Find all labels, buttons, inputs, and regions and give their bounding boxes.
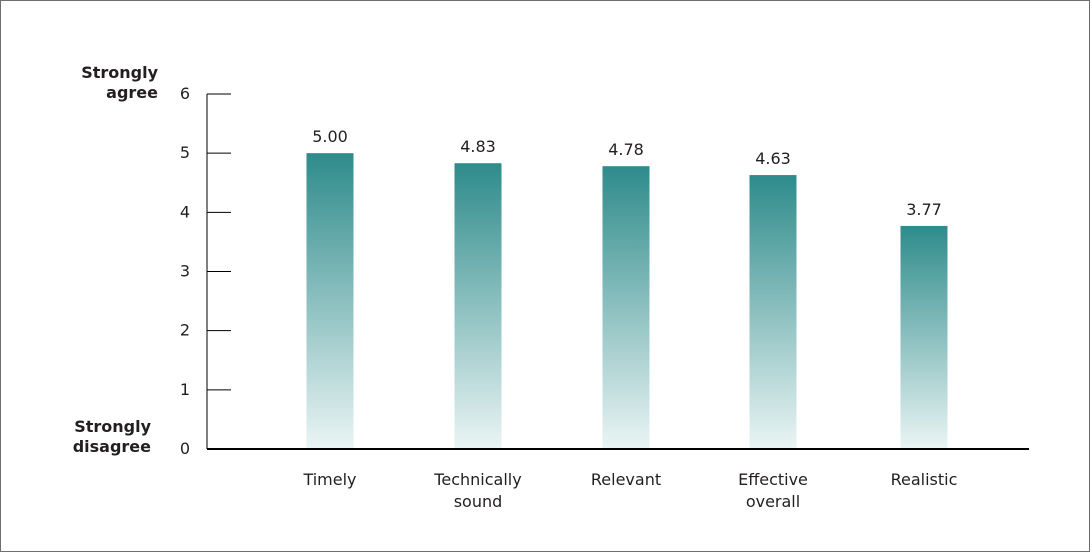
axes [206,93,1029,450]
data-label: 4.63 [755,149,791,168]
y-tick-label: 2 [180,321,190,340]
bar [306,153,354,448]
bar [454,163,502,448]
category-label: Relevant [591,470,661,489]
y-top-anchor-label: Strongly agree [81,63,158,102]
y-tick-label: 0 [180,439,190,458]
data-label: 4.83 [460,137,496,156]
data-label: 4.78 [608,140,644,159]
labels: 0 1 2 3 4 5 6 Strongly agree Strongly disagree 5.00… [73,63,958,511]
y-tick-label: 5 [180,143,190,162]
data-label: 5.00 [312,127,348,146]
y-bottom-anchor-label: Strongly disagree [73,417,152,456]
category-label: Timely [302,470,356,489]
category-label: Realistic [891,470,958,489]
data-label: 3.77 [906,200,942,219]
bar [749,175,797,448]
bars [306,153,948,448]
y-tick-label: 4 [180,202,190,221]
bar [900,225,948,448]
category-label: Effective overall [738,470,808,511]
bar [602,166,650,448]
y-tick-label: 3 [180,262,190,281]
y-tick-label: 1 [180,380,190,399]
category-label: Technically sound [433,470,521,511]
y-tick-label: 6 [180,84,190,103]
